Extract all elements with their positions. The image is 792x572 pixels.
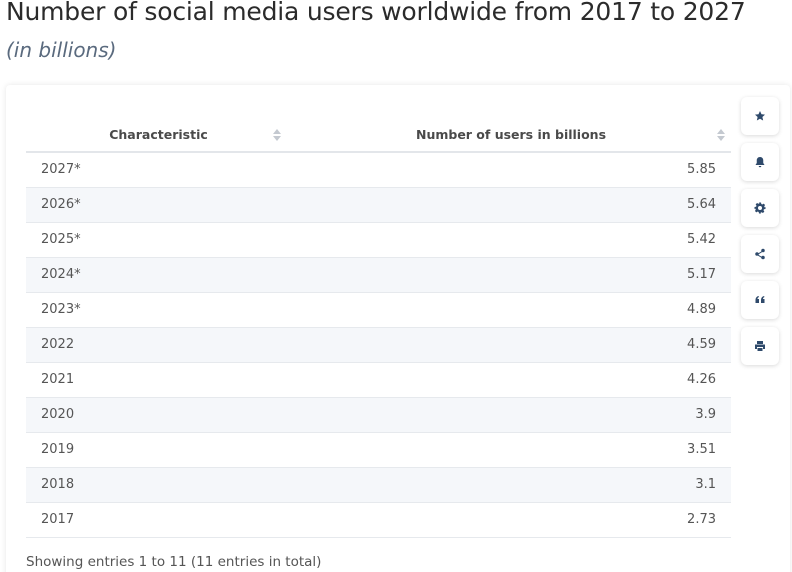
year-cell: 2022 [26,327,291,363]
quote-icon [755,296,765,303]
year-cell: 2021 [26,362,291,398]
table-body: 2027* 5.85 2026* 5.64 2025* 5.42 2024* 5.17 2023… [26,152,731,538]
table-row: 2026* 5.64 [26,187,731,223]
table-row: 2022 4.59 [26,327,731,363]
table-row: 2023* 4.89 [26,292,731,328]
users-value-cell: 5.64 [291,187,731,223]
year-cell: 2019 [26,432,291,468]
gear-icon [754,202,766,214]
table-row: 2020 3.9 [26,397,731,433]
statistic-card: Characteristic Number of users in billio… [6,85,790,572]
column-header-label: Number of users in billions [415,127,607,142]
settings-button[interactable] [741,189,779,227]
year-cell: 2027* [26,152,291,188]
print-icon [755,341,765,351]
sort-icon[interactable] [273,129,281,141]
users-value-cell: 3.9 [291,397,731,433]
year-cell: 2020 [26,397,291,433]
data-table: Characteristic Number of users in billio… [26,118,731,538]
users-value-cell: 4.59 [291,327,731,363]
table-header-row: Characteristic Number of users in billio… [26,118,731,153]
table-row: 2017 2.73 [26,502,731,538]
users-value-cell: 4.26 [291,362,731,398]
year-cell: 2018 [26,467,291,503]
year-cell: 2024* [26,257,291,293]
page-subtitle: (in billions) [6,38,117,62]
table-row: 2025* 5.42 [26,222,731,258]
print-button[interactable] [741,327,779,365]
page-title: Number of social media users worldwide f… [6,0,746,26]
users-value-cell: 3.1 [291,467,731,503]
users-value-cell: 5.42 [291,222,731,258]
users-value-cell: 5.17 [291,257,731,293]
entries-info: Showing entries 1 to 11 (11 entries in t… [26,554,322,570]
users-value-cell: 5.85 [291,152,731,188]
year-cell: 2023* [26,292,291,328]
star-icon [755,111,765,121]
sort-icon[interactable] [717,129,725,141]
column-header-characteristic[interactable]: Characteristic [26,118,291,153]
year-cell: 2025* [26,222,291,258]
column-header-label: Characteristic [109,127,208,142]
column-header-users[interactable]: Number of users in billions [291,118,731,153]
year-cell: 2026* [26,187,291,223]
notification-button[interactable] [741,143,779,181]
favorite-button[interactable] [741,97,779,135]
users-value-cell: 3.51 [291,432,731,468]
cite-button[interactable] [741,281,779,319]
table-row: 2018 3.1 [26,467,731,503]
table-row: 2027* 5.85 [26,152,731,188]
table-row: 2019 3.51 [26,432,731,468]
users-value-cell: 2.73 [291,502,731,538]
table-row: 2024* 5.17 [26,257,731,293]
table-row: 2021 4.26 [26,362,731,398]
bell-icon [755,157,765,168]
year-cell: 2017 [26,502,291,538]
share-button[interactable] [741,235,779,273]
share-icon [755,248,765,260]
users-value-cell: 4.89 [291,292,731,328]
action-sidebar [741,97,779,373]
